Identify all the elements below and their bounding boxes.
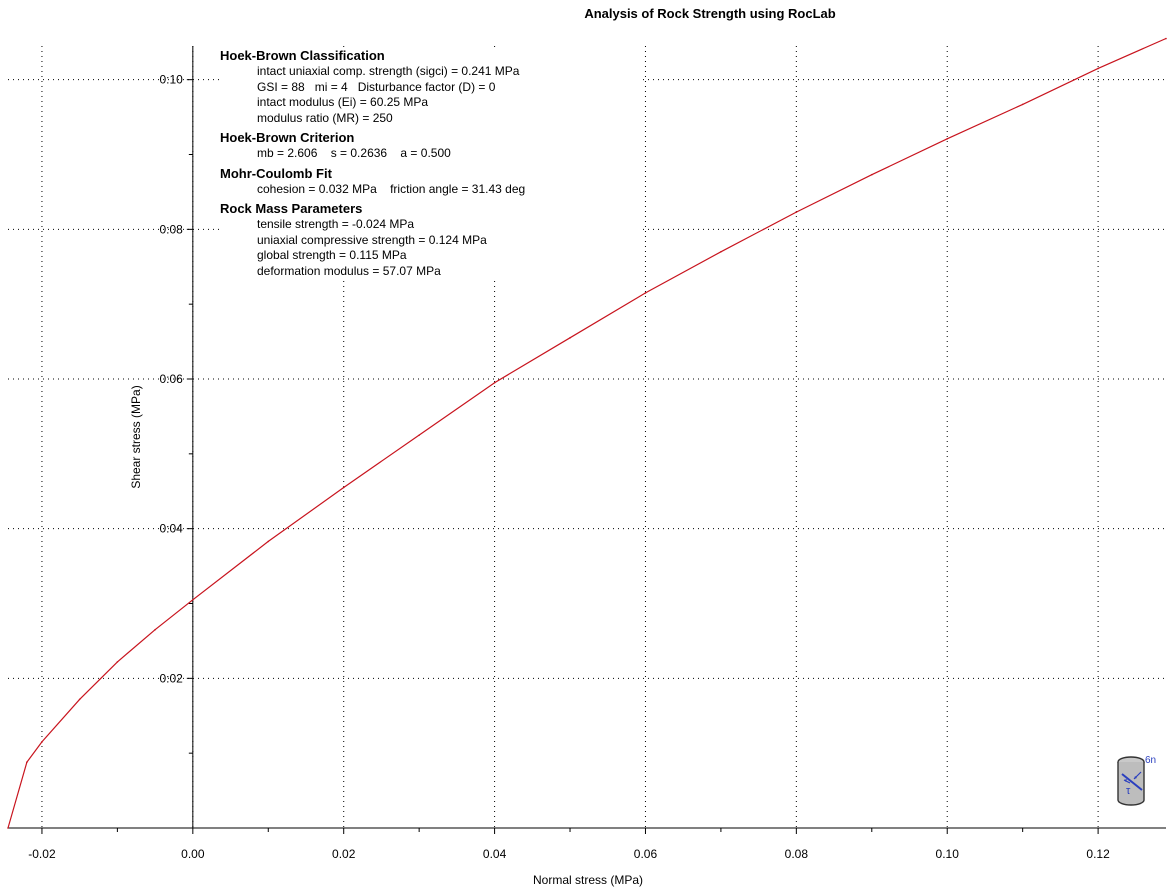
info-heading: Rock Mass Parameters <box>220 201 363 216</box>
y-tick-label: 0:06 <box>159 372 183 386</box>
labels: Analysis of Rock Strength using RocLab N… <box>28 6 1110 887</box>
x-tick-label: 0.00 <box>181 847 205 861</box>
x-tick-label: 0.08 <box>785 847 809 861</box>
series-layer <box>7 37 1167 829</box>
x-axis-title: Normal stress (MPa) <box>533 873 643 887</box>
info-line: global strength = 0.115 MPa <box>257 248 407 262</box>
data-point <box>720 250 722 253</box>
data-point <box>795 211 798 213</box>
x-tick-label: 0.10 <box>936 847 960 861</box>
data-point <box>192 598 194 601</box>
data-point <box>116 661 119 663</box>
info-heading: Hoek-Brown Classification <box>220 48 385 63</box>
info-line: deformation modulus = 57.07 MPa <box>257 263 441 278</box>
data-point <box>41 741 43 743</box>
info-line: cohesion = 0.032 MPa friction angle = 31… <box>257 181 526 196</box>
info-line: intact uniaxial comp. strength (sigci) =… <box>257 64 520 78</box>
y-tick-label: 0:02 <box>159 671 183 685</box>
info-line: GSI = 88 mi = 4 Disturbance factor (D) =… <box>257 79 496 94</box>
data-point <box>1165 37 1167 40</box>
data-point <box>493 381 496 384</box>
y-tick-label: 0:04 <box>159 522 183 536</box>
info-line: uniaxial compressive strength = 0.124 MP… <box>257 232 487 247</box>
info-line: mb = 2.606 s = 0.2636 a = 0.500 <box>257 146 451 160</box>
data-point <box>870 173 873 176</box>
data-point <box>7 827 9 829</box>
info-line: intact modulus (Ei) = 60.25 MPa <box>257 95 429 109</box>
rock-sample-cylinder-icon: 6n τ <box>1117 755 1156 806</box>
data-point <box>418 434 420 436</box>
tau-label: τ <box>1126 785 1131 797</box>
info-panel: Hoek-Brown Classification intact uniaxial… <box>220 48 640 279</box>
y-tick-label: 0:08 <box>159 222 183 236</box>
data-point <box>946 137 949 140</box>
info-heading: Hoek-Brown Criterion <box>220 130 355 145</box>
data-point <box>1097 67 1099 70</box>
data-point <box>26 761 28 763</box>
shear-strength-curve <box>7 37 1167 829</box>
data-point <box>569 337 571 339</box>
x-tick-label: 0.06 <box>634 847 658 861</box>
info-line: tensile strength = -0.024 MPa <box>257 217 415 231</box>
info-heading: Mohr-Coulomb Fit <box>220 165 332 181</box>
x-tick-label: 0.04 <box>483 847 507 861</box>
y-tick-label: 0:10 <box>159 73 183 87</box>
data-point <box>644 292 647 294</box>
axes <box>8 46 1166 834</box>
y-axis-title: Shear stress (MPa) <box>129 385 143 488</box>
sigma-n-label: 6n <box>1145 755 1156 766</box>
data-point <box>78 698 81 701</box>
x-tick-label: 0.02 <box>332 847 356 861</box>
data-point <box>154 628 156 631</box>
data-point <box>267 540 270 543</box>
x-tick-label: 0.12 <box>1086 847 1110 861</box>
info-line: modulus ratio (MR) = 250 <box>257 110 393 125</box>
chart-title: Analysis of Rock Strength using RocLab <box>584 6 835 21</box>
x-tick-label: -0.02 <box>28 847 56 861</box>
data-point <box>342 486 345 489</box>
data-point <box>1021 103 1024 106</box>
